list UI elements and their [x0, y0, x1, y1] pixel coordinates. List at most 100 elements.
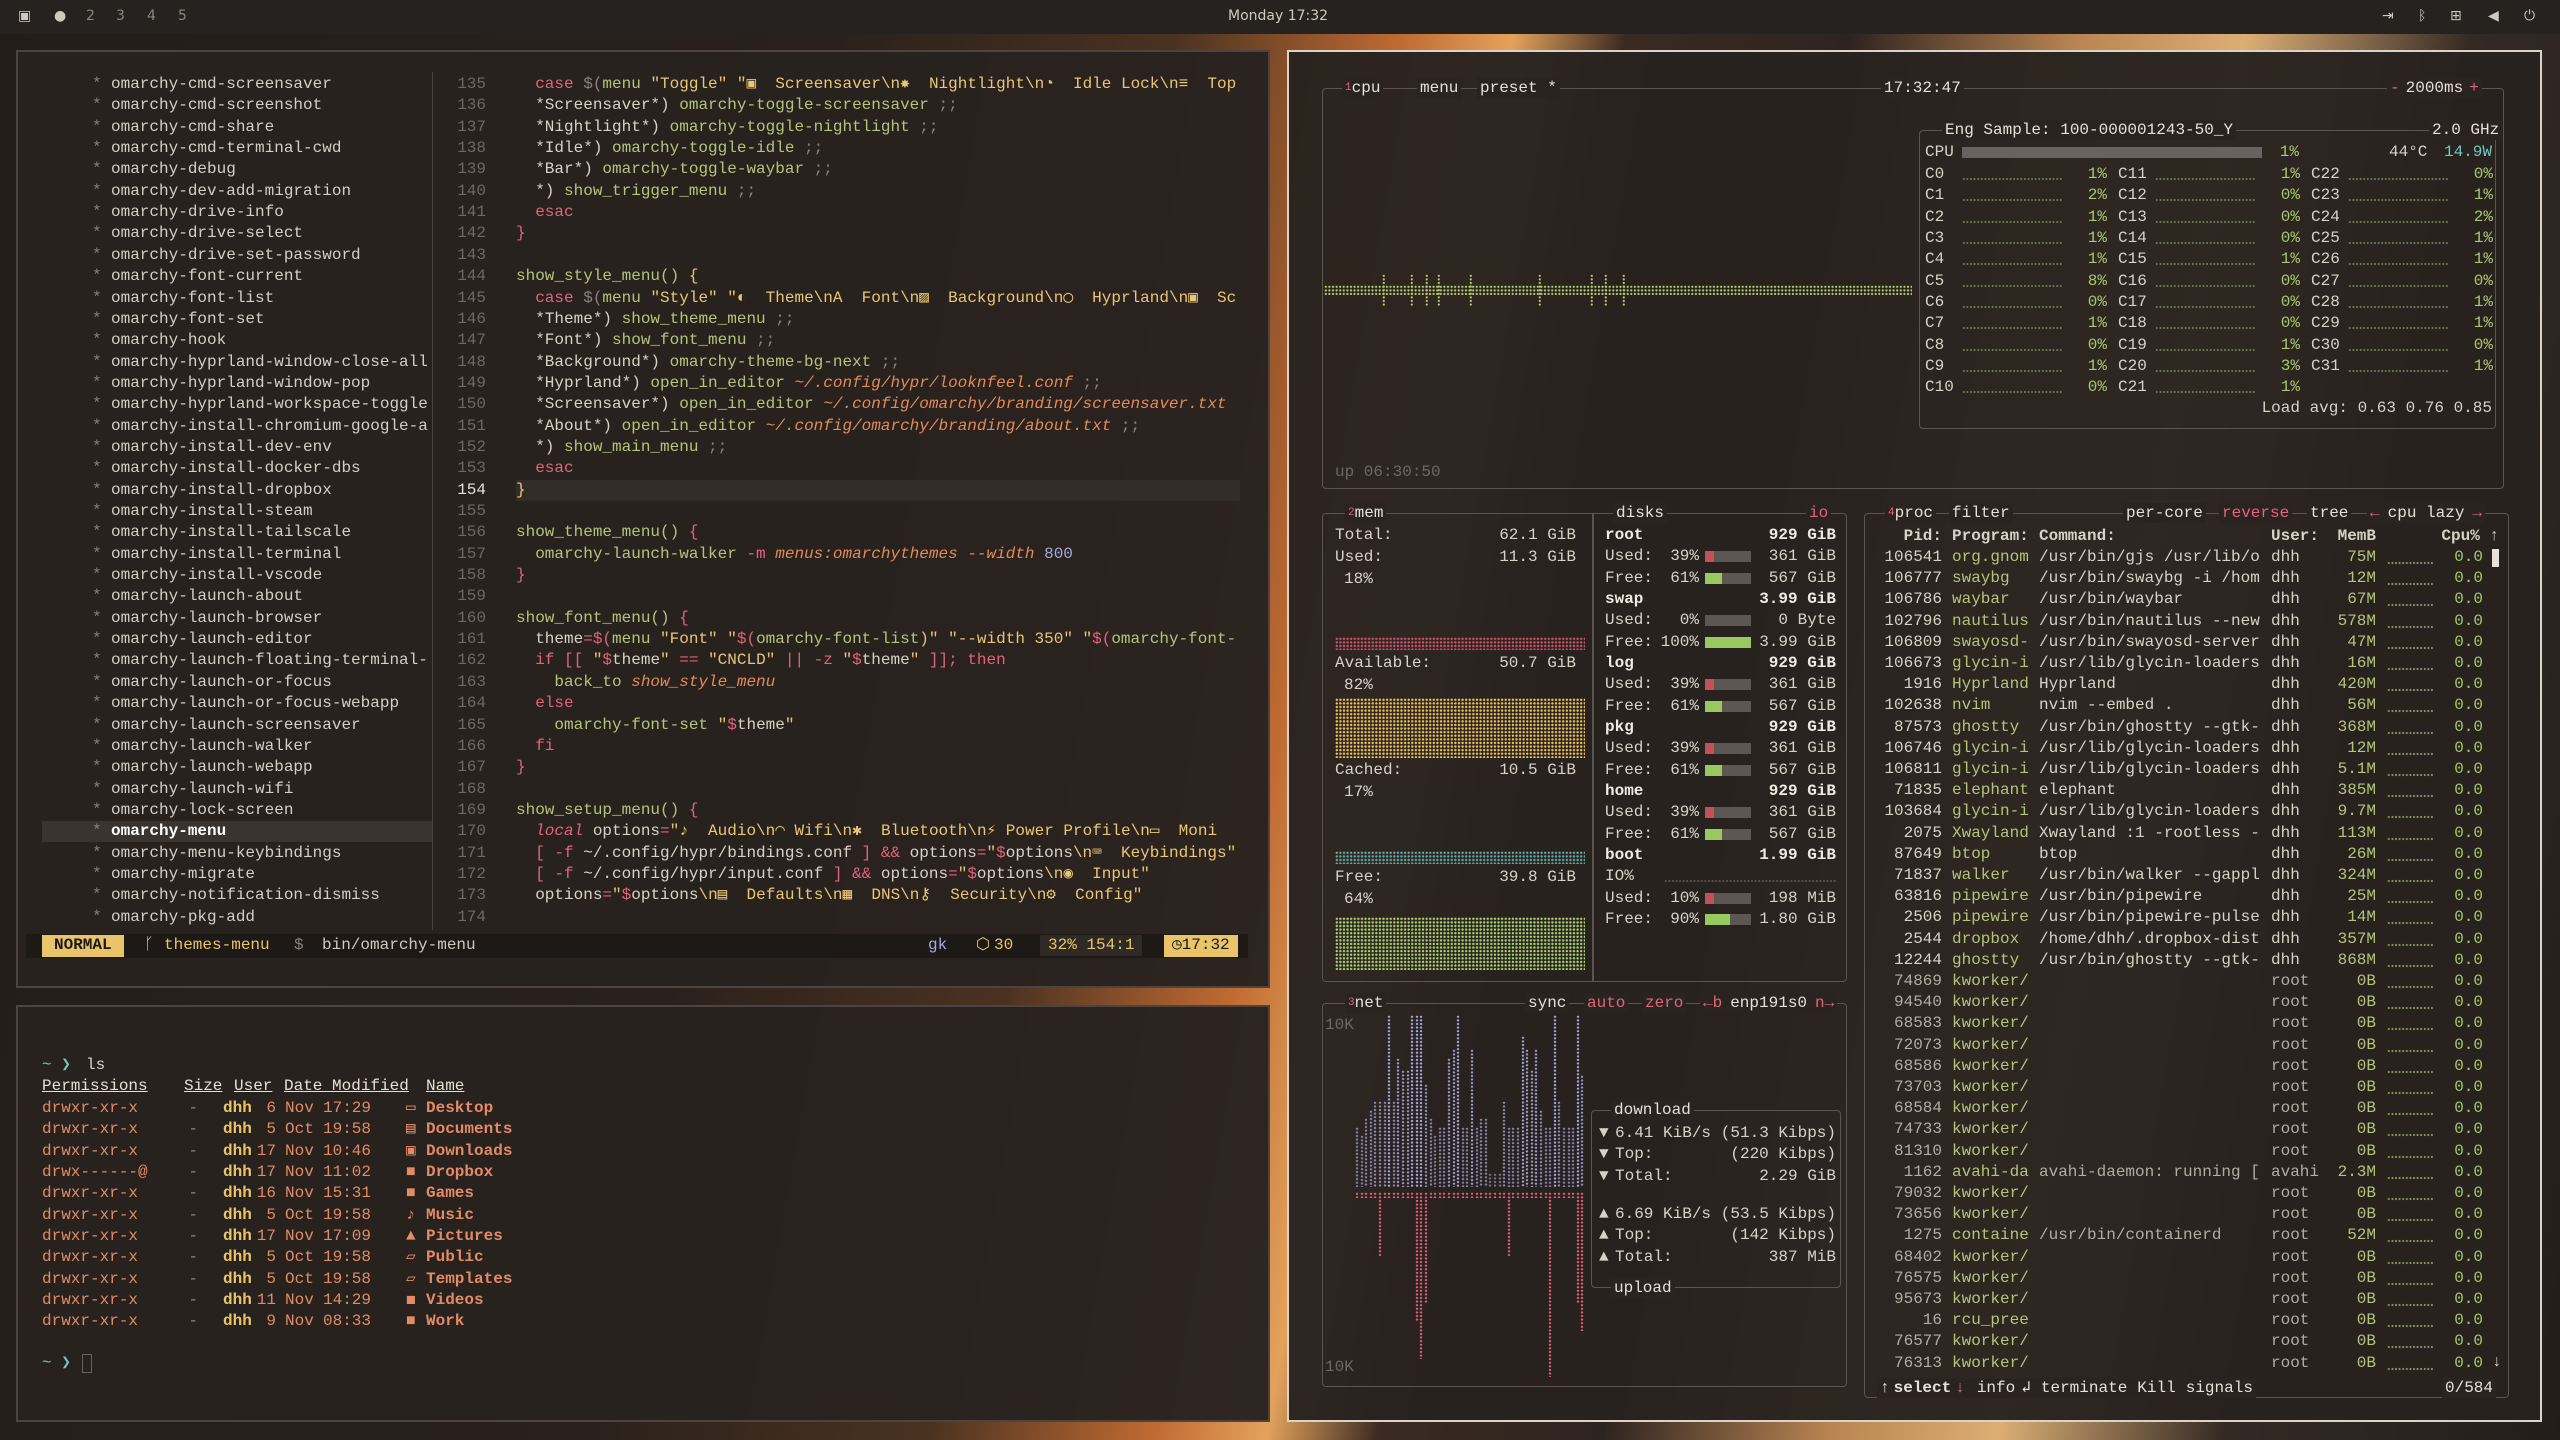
net-sync-toggle[interactable]: sync	[1525, 993, 1570, 1013]
file-name[interactable]: Work	[426, 1312, 465, 1331]
file-tree-item[interactable]: * omarchy-launch-or-focus-webapp	[42, 693, 432, 714]
file-tree-item[interactable]: * omarchy-lock-screen	[42, 800, 432, 821]
workspace-5[interactable]: 5	[178, 8, 187, 24]
process-row[interactable]: 76577 kworker/root 0B 0.0	[1869, 1331, 2489, 1352]
select-down-icon[interactable]: ↓	[1955, 1379, 1965, 1397]
file-tree-item[interactable]: * omarchy-menu	[42, 821, 432, 843]
file-tree-item[interactable]: * omarchy-launch-or-focus	[42, 672, 432, 693]
process-row[interactable]: 87573 ghostty/usr/bin/ghostty --gtk-dhh 36…	[1869, 717, 2489, 738]
file-name[interactable]: Templates	[426, 1269, 513, 1288]
editor-window[interactable]: * omarchy-cmd-screensaver * omarchy-cmd-scr…	[16, 50, 1270, 988]
process-row[interactable]: 1275 containe/usr/bin/containerd root 52M 0.…	[1869, 1225, 2489, 1246]
app-launcher-icon[interactable]: ▣	[18, 8, 32, 24]
file-name[interactable]: Public	[426, 1248, 484, 1267]
process-row[interactable]: 76313 kworker/root 0B 0.0	[1869, 1353, 2489, 1374]
file-tree-item[interactable]: * omarchy-install-terminal	[42, 544, 432, 565]
file-tree-item[interactable]: * omarchy-font-current	[42, 266, 432, 287]
process-row[interactable]: 94540 kworker/root 0B 0.0	[1869, 992, 2489, 1013]
process-row[interactable]: 68586 kworker/root 0B 0.0	[1869, 1056, 2489, 1077]
file-tree-item[interactable]: * omarchy-install-steam	[42, 501, 432, 522]
process-row[interactable]: 72073 kworker/root 0B 0.0	[1869, 1035, 2489, 1056]
file-tree-item[interactable]: * omarchy-hyprland-window-close-all	[42, 352, 432, 373]
reverse-toggle[interactable]: reverse	[2219, 503, 2293, 523]
file-tree-item[interactable]: * omarchy-install-dropbox	[42, 480, 432, 501]
process-row[interactable]: 102638 nvim nvim --embed . dhh 56M 0.0	[1869, 695, 2489, 716]
proc-filter[interactable]: filter	[1949, 503, 2013, 523]
process-row[interactable]: 79032 kworker/root 0B 0.0	[1869, 1183, 2489, 1204]
cpu-menu-button[interactable]: menu	[1417, 78, 1462, 98]
process-row[interactable]: 73703 kworker/root 0B 0.0	[1869, 1077, 2489, 1098]
file-name[interactable]: Pictures	[426, 1226, 503, 1245]
update-interval[interactable]: -2000ms +	[2387, 78, 2482, 98]
net-title[interactable]: 3net	[1345, 993, 1387, 1013]
file-tree-item[interactable]: * omarchy-launch-walker	[42, 736, 432, 757]
file-name[interactable]: Games	[426, 1184, 475, 1203]
process-row[interactable]: 106541 org.gnom/usr/bin/gjs /usr/lib/o dhh…	[1869, 547, 2489, 568]
file-tree-item[interactable]: * omarchy-launch-webapp	[42, 757, 432, 778]
file-row[interactable]: drwxr-xr-x - dhh 9 Nov 08:33 ■ Work	[18, 1311, 918, 1332]
file-tree-item[interactable]: * omarchy-pkg-add	[42, 907, 432, 928]
info-button[interactable]: info	[1976, 1379, 2016, 1397]
io-toggle[interactable]: io	[1806, 503, 1832, 523]
sort-selector[interactable]: ← cpu lazy →	[2367, 503, 2486, 523]
clock[interactable]: Monday 17:32	[1228, 8, 1329, 24]
file-tree-item[interactable]: * omarchy-cmd-share	[42, 117, 432, 138]
process-row[interactable]: 76575 kworker/root 0B 0.0	[1869, 1268, 2489, 1289]
net-auto-toggle[interactable]: auto	[1584, 993, 1629, 1013]
file-row[interactable]: drwx------@ - dhh 17 Nov 11:02 ■ Dropbox	[18, 1162, 918, 1183]
per-core-toggle[interactable]: per-core	[2123, 503, 2206, 523]
kill-button[interactable]: Kill	[2137, 1379, 2176, 1397]
select-button[interactable]: select	[1893, 1379, 1952, 1397]
process-row[interactable]: 16 rcu_pree root 0B 0.0	[1869, 1310, 2489, 1331]
tree-toggle[interactable]: tree	[2307, 503, 2352, 523]
process-row[interactable]: 71837 walker/usr/bin/walker --gappl dhh 324…	[1869, 865, 2489, 886]
process-row[interactable]: 68402 kworker/root 0B 0.0	[1869, 1247, 2489, 1268]
file-name[interactable]: Downloads	[426, 1141, 513, 1160]
process-row[interactable]: 106811 glycin-i/usr/lib/glycin-loaders dhh…	[1869, 759, 2489, 780]
process-row[interactable]: 103684 glycin-i/usr/lib/glycin-loaders dhh…	[1869, 801, 2489, 822]
file-tree-item[interactable]: * omarchy-debug	[42, 159, 432, 180]
workspace-4[interactable]: 4	[147, 8, 156, 24]
process-row[interactable]: 87649 btop btop dhh 26M 0.0	[1869, 844, 2489, 865]
logout-icon[interactable]: ⇥	[2382, 8, 2394, 24]
file-name[interactable]: Videos	[426, 1290, 484, 1309]
process-row[interactable]: 2506 pipewire/usr/bin/pipewire-pulse dhh 14…	[1869, 907, 2489, 928]
process-row[interactable]: 71835 elephant elephant dhh 385M 0.0	[1869, 780, 2489, 801]
file-tree-item[interactable]: * omarchy-drive-set-password	[42, 245, 432, 266]
disks-title[interactable]: disks	[1613, 503, 1668, 523]
file-tree-item[interactable]: * omarchy-cmd-screensaver	[42, 74, 432, 95]
process-row[interactable]: 68584 kworker/root 0B 0.0	[1869, 1098, 2489, 1119]
terminal-window[interactable]: ~ ❯ ls Permissions Size User Date Modified Nam…	[16, 1005, 1270, 1422]
file-tree-item[interactable]: * omarchy-drive-info	[42, 202, 432, 223]
file-name[interactable]: Desktop	[426, 1099, 494, 1117]
file-row[interactable]: drwxr-xr-x - dhh 17 Nov 17:09 ▲ Pictures	[18, 1226, 918, 1247]
file-name[interactable]: Music	[426, 1205, 475, 1224]
file-tree-item[interactable]: * omarchy-hyprland-window-pop	[42, 373, 432, 394]
process-row[interactable]: 1916 Hyprland Hyprland dhh 420M 0.0	[1869, 674, 2489, 695]
proc-title[interactable]: 4proc	[1885, 503, 1937, 523]
workspace-3[interactable]: 3	[116, 8, 125, 24]
process-row[interactable]: 106786 waybar/usr/bin/waybar dhh 67M 0.0	[1869, 589, 2489, 610]
process-row[interactable]: 2544 dropbox/home/dhh/.dropbox-dist dhh 357…	[1869, 929, 2489, 950]
network-icon[interactable]: ⊞	[2450, 8, 2462, 24]
power-icon[interactable]: ⏻	[2524, 8, 2536, 24]
cursor[interactable]	[82, 1354, 92, 1373]
file-row[interactable]: drwxr-xr-x - dhh 17 Nov 10:46 ▣ Downloads	[18, 1141, 918, 1162]
file-tree-item[interactable]: * omarchy-notification-dismiss	[42, 885, 432, 906]
file-name[interactable]: Dropbox	[426, 1162, 494, 1181]
file-tree-item[interactable]: * omarchy-font-list	[42, 288, 432, 309]
mem-title[interactable]: 2mem	[1345, 503, 1387, 523]
file-tree-item[interactable]: * omarchy-launch-editor	[42, 629, 432, 650]
file-row[interactable]: drwxr-xr-x - dhh 5 Oct 19:58 ▱ Public	[18, 1247, 918, 1268]
file-name[interactable]: Documents	[426, 1120, 513, 1139]
process-row[interactable]: 106746 glycin-i/usr/lib/glycin-loaders dhh…	[1869, 738, 2489, 759]
process-row[interactable]: 12244 ghostty/usr/bin/ghostty --gtk-dhh 86…	[1869, 950, 2489, 971]
file-tree-item[interactable]: * omarchy-install-vscode	[42, 565, 432, 586]
file-row[interactable]: drwxr-xr-x - dhh 5 Oct 19:58 ♪ Music	[18, 1205, 918, 1226]
process-row[interactable]: 81310 kworker/root 0B 0.0	[1869, 1141, 2489, 1162]
file-tree-item[interactable]: * omarchy-install-docker-dbs	[42, 458, 432, 479]
file-tree-item[interactable]: * omarchy-dev-add-migration	[42, 181, 432, 202]
file-row[interactable]: drwxr-xr-x - dhh 6 Nov 17:29 ▭ Desktop	[18, 1098, 918, 1119]
process-row[interactable]: 95673 kworker/root 0B 0.0	[1869, 1289, 2489, 1310]
file-tree-item[interactable]: * omarchy-migrate	[42, 864, 432, 885]
